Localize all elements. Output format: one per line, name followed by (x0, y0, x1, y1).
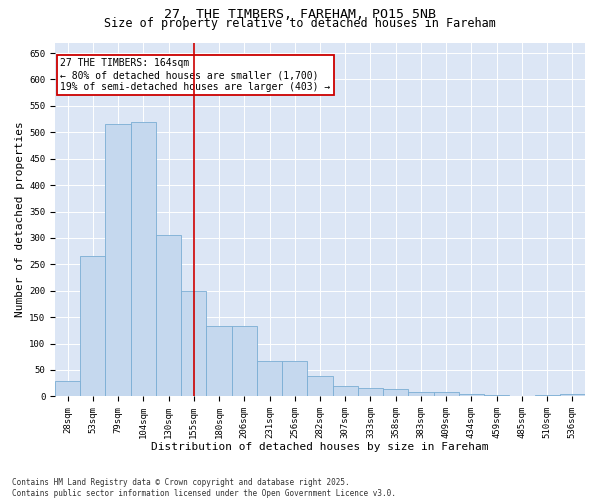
Bar (232, 326, 257, 396)
Text: 27 THE TIMBERS: 164sqm
← 80% of detached houses are smaller (1,700)
19% of semi-: 27 THE TIMBERS: 164sqm ← 80% of detached… (61, 58, 331, 92)
Text: 27, THE TIMBERS, FAREHAM, PO15 5NB: 27, THE TIMBERS, FAREHAM, PO15 5NB (164, 8, 436, 20)
Bar (409, 392, 434, 396)
Bar (560, 394, 585, 396)
Bar (206, 326, 232, 396)
Y-axis label: Number of detached properties: Number of detached properties (15, 122, 25, 318)
Bar (282, 361, 307, 396)
Bar (434, 392, 459, 396)
Text: Size of property relative to detached houses in Fareham: Size of property relative to detached ho… (104, 18, 496, 30)
Bar (484, 395, 509, 396)
Bar (131, 122, 156, 396)
Bar (156, 236, 181, 396)
X-axis label: Distribution of detached houses by size in Fareham: Distribution of detached houses by size … (151, 442, 489, 452)
Bar (459, 394, 484, 396)
Bar (332, 386, 358, 396)
Text: Contains HM Land Registry data © Crown copyright and database right 2025.
Contai: Contains HM Land Registry data © Crown c… (12, 478, 396, 498)
Bar (358, 388, 383, 396)
Bar (181, 290, 206, 397)
Bar (307, 376, 332, 396)
Bar (535, 395, 560, 396)
Bar (257, 361, 282, 396)
Bar (80, 256, 106, 396)
Bar (383, 390, 409, 396)
Bar (55, 380, 80, 396)
Bar (106, 124, 131, 396)
